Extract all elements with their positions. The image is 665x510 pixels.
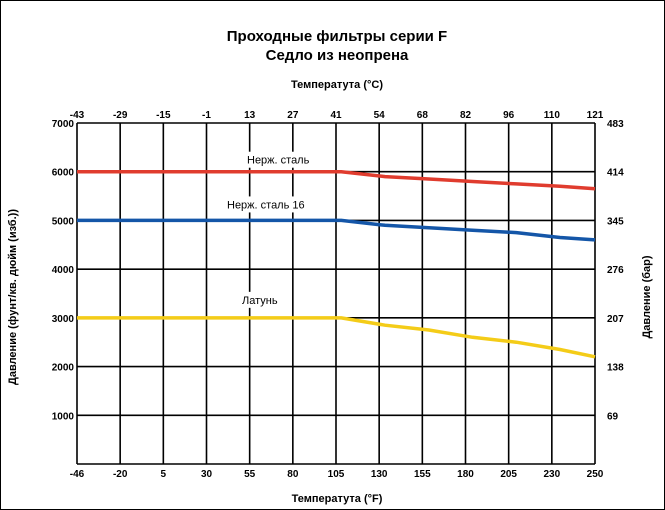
series-label: Латунь <box>242 295 278 307</box>
series-label: Нерж. сталь 16 <box>227 199 305 211</box>
x-top-tick-label: 41 <box>330 110 342 121</box>
y-right-tick-label: 483 <box>607 119 624 130</box>
chart-title: Проходные фильтры серии F <box>227 28 447 45</box>
x-top-tick-label: 96 <box>503 110 515 121</box>
x-bottom-axis-title: Температута (°F) <box>292 493 383 505</box>
y-right-tick-label: 276 <box>607 265 624 276</box>
x-bottom-tick-label: 155 <box>414 469 431 480</box>
series-label-background <box>238 291 282 308</box>
y-right-tick-label: 138 <box>607 363 624 374</box>
y-left-tick-label: 6000 <box>52 168 75 179</box>
x-top-tick-label: -43 <box>70 110 85 121</box>
series-label-background <box>243 151 314 168</box>
x-bottom-tick-label: 130 <box>371 469 388 480</box>
x-bottom-tick-label: 250 <box>587 469 604 480</box>
x-top-tick-label: 82 <box>460 110 472 121</box>
x-top-tick-label: -15 <box>156 110 171 121</box>
y-right-tick-label: 69 <box>607 411 619 422</box>
x-bottom-tick-label: 230 <box>543 469 560 480</box>
y-left-tick-label: 7000 <box>52 119 75 130</box>
series-line <box>77 169 596 191</box>
x-top-tick-label: 121 <box>587 110 604 121</box>
x-bottom-tick-label: 180 <box>457 469 474 480</box>
x-top-tick-label: -29 <box>113 110 128 121</box>
y-left-tick-label: 5000 <box>52 216 75 227</box>
grid <box>76 122 596 465</box>
x-bottom-tick-label: 205 <box>500 469 517 480</box>
x-top-tick-label: 54 <box>374 110 386 121</box>
y-right-tick-label: 345 <box>607 216 624 227</box>
series-labels: Нерж. сталь Нерж. сталь 16 Латунь <box>223 151 314 308</box>
x-top-tick-label: 27 <box>287 110 299 121</box>
x-top-tick-label: -1 <box>202 110 211 121</box>
y-right-tick-label: 207 <box>607 314 624 325</box>
x-top-tick-label: 68 <box>417 110 429 121</box>
x-bottom-tick-label: 5 <box>161 469 167 480</box>
y-left-axis-title: Давление (фунт/кв. дюйм (изб.)) <box>7 209 19 385</box>
y-left-tick-label: 1000 <box>52 411 75 422</box>
y-right-axis-title: Давление (бар) <box>641 255 653 338</box>
series-label: Нерж. сталь <box>247 155 310 167</box>
x-bottom-tick-label: 80 <box>287 469 299 480</box>
x-bottom-tick-label: 30 <box>201 469 213 480</box>
series-lines <box>77 169 596 359</box>
series-line <box>77 316 596 359</box>
y-right-tick-label: 414 <box>607 168 624 179</box>
x-top-tick-label: 110 <box>544 110 561 121</box>
x-bottom-tick-label: 55 <box>244 469 256 480</box>
y-left-tick-label: 4000 <box>52 265 75 276</box>
chart-subtitle: Седло из неопрена <box>266 47 409 64</box>
tick-labels: -46 -43 -20 -29 5 -15 30 -1 55 13 80 27 105 41 130 54 15… <box>52 110 624 480</box>
y-left-tick-label: 3000 <box>52 314 75 325</box>
x-bottom-tick-label: 105 <box>328 469 345 480</box>
x-bottom-tick-label: -20 <box>113 469 128 480</box>
x-top-axis-title: Температута (°C) <box>291 79 383 91</box>
series-line <box>77 218 596 242</box>
x-bottom-tick-label: -46 <box>70 469 85 480</box>
series-label-background <box>223 196 309 213</box>
y-left-tick-label: 2000 <box>52 363 75 374</box>
x-top-tick-label: 13 <box>244 110 256 121</box>
